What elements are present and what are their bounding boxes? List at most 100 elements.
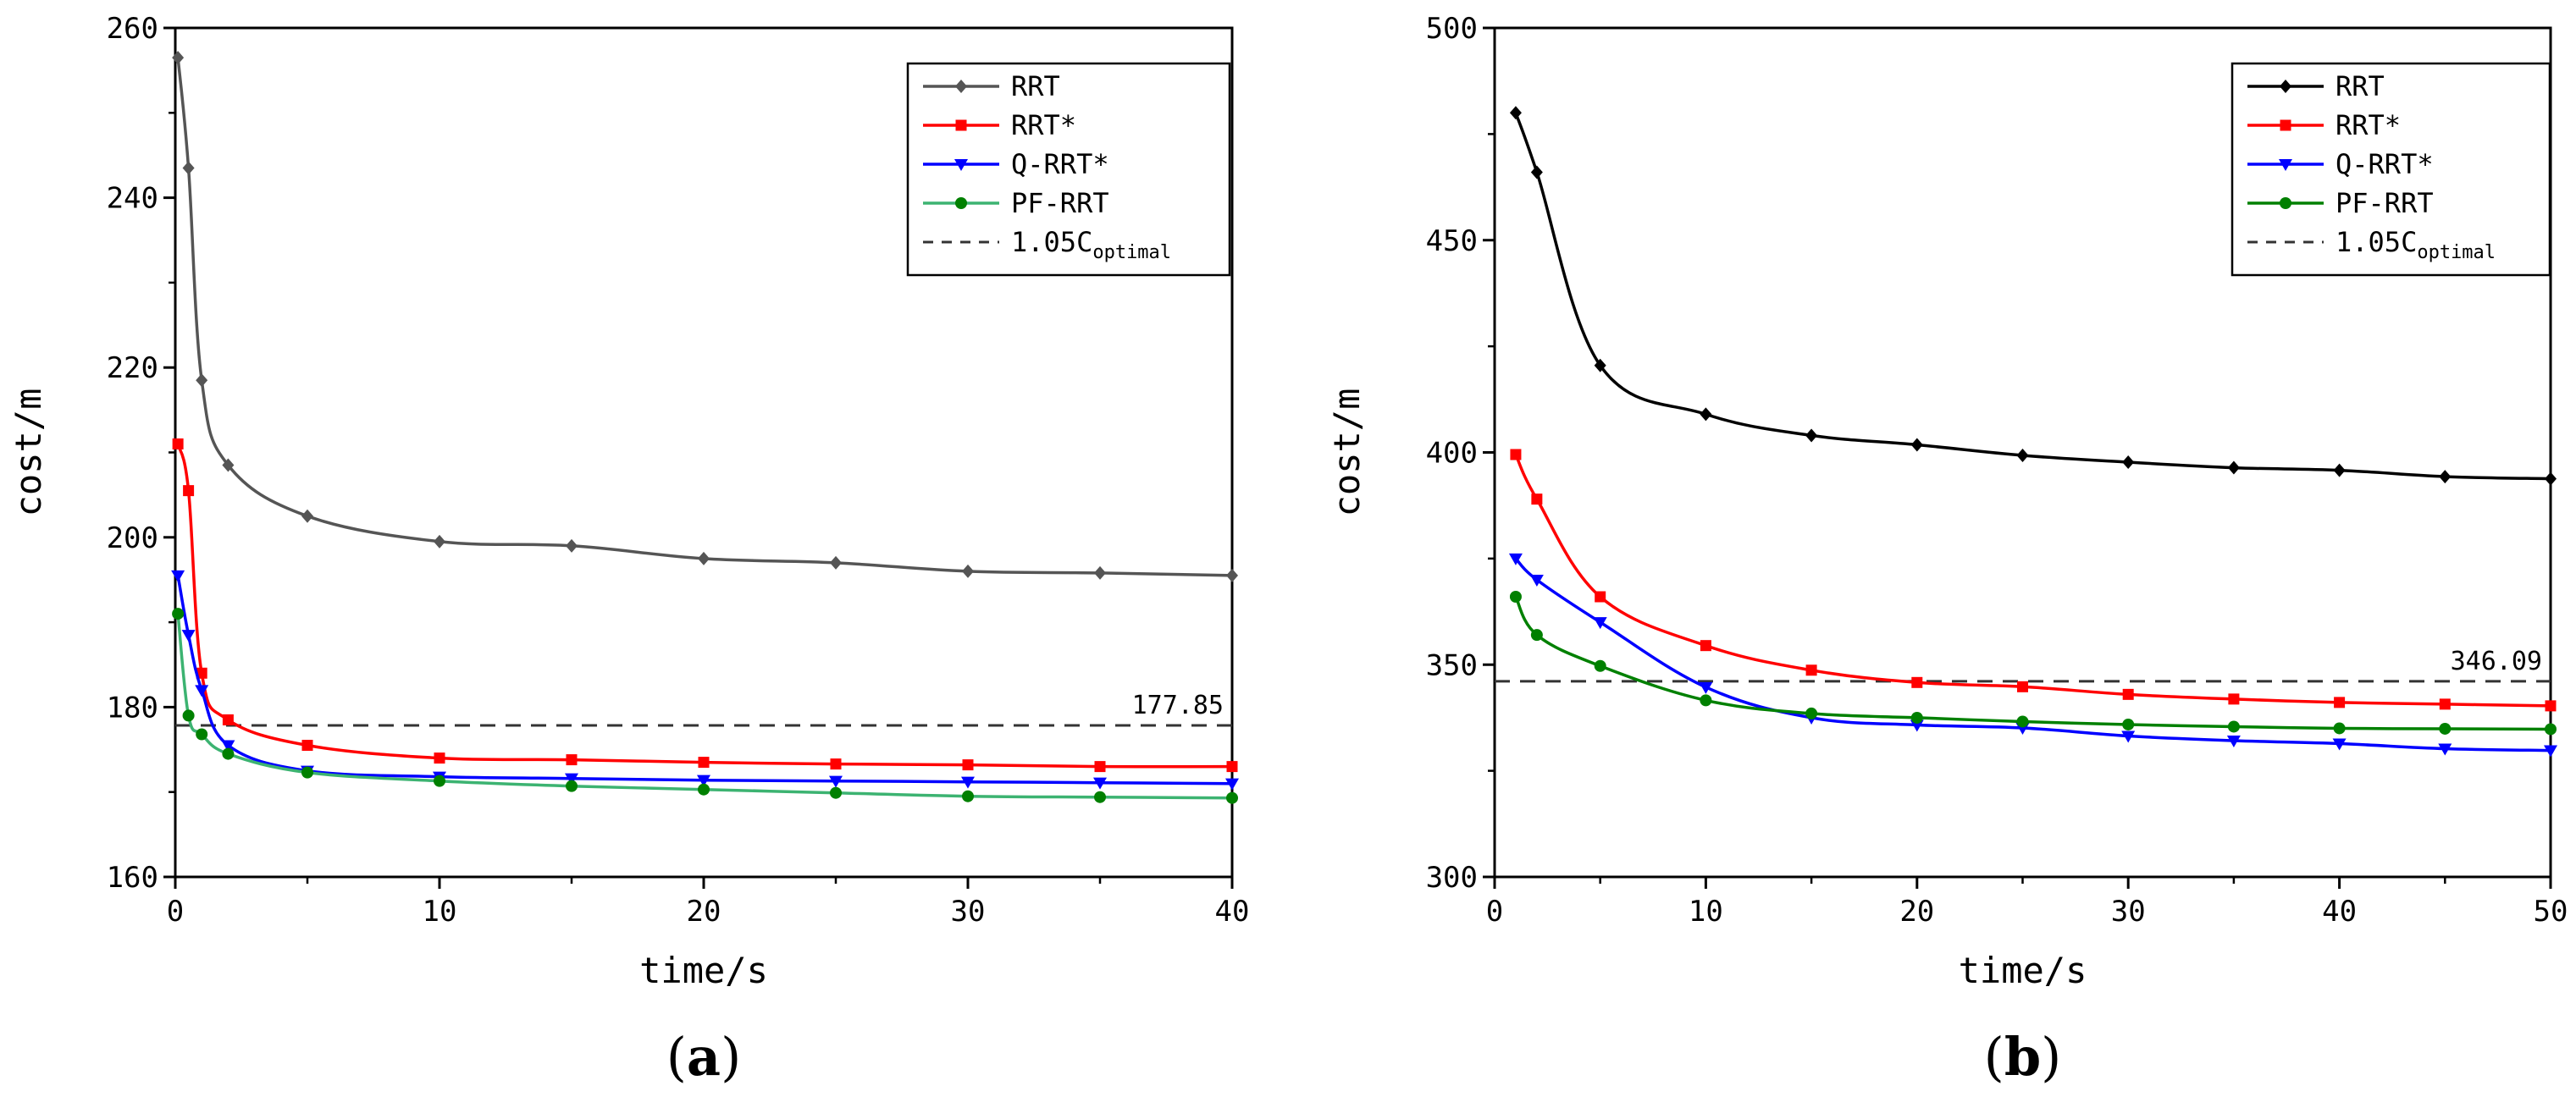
legend-label: 1.05Coptimal [2336, 226, 2496, 263]
legend-label: Q-RRT* [2336, 148, 2434, 180]
y-tick-label: 180 [107, 691, 158, 725]
data-point [962, 790, 974, 802]
y-tick-label: 300 [1426, 861, 1478, 895]
data-point [301, 509, 313, 523]
legend-marker [2280, 119, 2291, 131]
data-point [830, 555, 842, 570]
data-point [698, 757, 710, 769]
panel-label-letter: b [2004, 1026, 2041, 1088]
series-line [176, 444, 1233, 769]
data-point [962, 564, 974, 578]
series-line [1514, 596, 2551, 731]
reference-line-label: 177.85 [1132, 691, 1224, 720]
data-point [222, 458, 235, 472]
panel-label-letter: a [687, 1026, 721, 1088]
data-point [434, 774, 445, 787]
data-point [2333, 722, 2346, 735]
data-point [1911, 676, 1923, 688]
y-tick-label: 200 [107, 521, 158, 555]
y-tick-label: 500 [1426, 12, 1478, 46]
series-line [176, 57, 1233, 577]
data-point [182, 709, 195, 722]
data-point [2016, 715, 2029, 728]
data-point [1700, 640, 1711, 652]
data-point [222, 714, 234, 725]
data-point [1910, 438, 1923, 452]
legend-label: PF-RRT [1011, 187, 1109, 219]
data-point [2122, 718, 2135, 730]
y-axis-label: cost/m [1326, 389, 1368, 517]
data-point [2226, 736, 2241, 748]
data-point [196, 667, 207, 679]
data-point [1699, 681, 1713, 694]
panel-label-paren: ( [666, 1026, 687, 1088]
data-point [196, 728, 208, 741]
data-point [172, 438, 184, 449]
panel-label: (b) [1984, 1026, 2062, 1088]
y-tick-label: 160 [107, 861, 158, 895]
data-point [1509, 591, 1522, 604]
legend-label: RRT [2336, 70, 2385, 102]
legend: RRT RRT* Q-RRT* PF-RRT 1.05Coptimal [906, 62, 1231, 277]
series-rrt [1509, 106, 2557, 486]
x-axis-label: time/s [1959, 950, 2087, 991]
panel-label: (a) [666, 1026, 742, 1088]
legend: RRT RRT* Q-RRT* PF-RRT 1.05Coptimal [2231, 62, 2551, 277]
data-point [222, 747, 235, 760]
data-point [698, 783, 710, 796]
series-line [176, 575, 1233, 786]
data-point [830, 758, 842, 770]
data-point [195, 685, 209, 697]
data-point [1529, 574, 1544, 587]
data-point [565, 773, 578, 786]
data-point [301, 740, 313, 752]
data-point [2016, 449, 2029, 463]
data-point [2439, 470, 2452, 484]
data-point [2545, 700, 2557, 712]
data-point [1510, 449, 1522, 460]
series-rrt-star [1510, 449, 2557, 712]
legend-marker [955, 197, 967, 209]
data-point [1700, 694, 1712, 707]
data-point [1594, 659, 1606, 672]
x-tick-label: 20 [687, 895, 721, 929]
data-point [1594, 358, 1606, 372]
data-point [172, 608, 185, 620]
data-point [1094, 565, 1106, 580]
legend-label: RRT* [1011, 109, 1076, 141]
data-point [1226, 791, 1238, 804]
legend-label: Q-RRT* [1011, 148, 1109, 180]
y-tick-label: 240 [107, 182, 158, 216]
data-point [2439, 698, 2451, 710]
data-point [2122, 688, 2134, 700]
legend-label-main: 1.05C [1011, 226, 1092, 258]
series-line [1514, 557, 2551, 752]
data-point [1225, 778, 1239, 791]
legend-marker [955, 80, 967, 93]
data-point [961, 776, 975, 789]
y-tick-label: 260 [107, 12, 158, 46]
data-point [1508, 553, 1523, 565]
legend-marker [954, 159, 968, 171]
x-tick-label: 0 [1486, 895, 1503, 929]
reference-line-label: 346.09 [2451, 647, 2542, 676]
data-point [2228, 693, 2240, 705]
data-point [434, 752, 445, 764]
x-axis-label: time/s [639, 950, 768, 991]
legend-marker [2280, 80, 2291, 93]
legend-marker [2280, 197, 2291, 209]
series-pf-rrt [172, 608, 1238, 804]
data-point [1509, 106, 1522, 120]
data-point [2333, 463, 2346, 477]
data-point [1226, 568, 1238, 582]
data-point [2544, 745, 2557, 758]
legend-marker [2279, 159, 2292, 171]
data-point [301, 766, 313, 779]
legend-label: RRT [1011, 70, 1060, 102]
x-tick-label: 0 [167, 895, 184, 929]
y-tick-label: 220 [107, 351, 158, 385]
y-tick-label: 450 [1426, 224, 1478, 258]
data-point [1094, 791, 1106, 803]
chart-panel-a: 0 10 20 30 40 160 180 200 220 240 260 time/s cost/m 1… [8, 12, 1249, 1088]
